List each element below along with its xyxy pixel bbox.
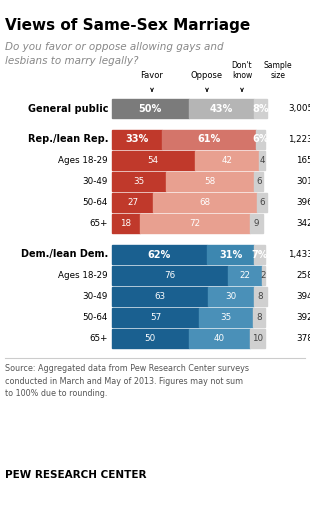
Bar bbox=[254, 172, 264, 191]
Text: 35: 35 bbox=[133, 177, 144, 186]
Bar bbox=[112, 308, 199, 327]
Text: 396: 396 bbox=[296, 198, 310, 207]
Bar bbox=[112, 214, 140, 233]
Bar bbox=[254, 287, 267, 306]
Text: General public: General public bbox=[28, 103, 108, 114]
Text: Sample
size: Sample size bbox=[264, 61, 292, 80]
Bar bbox=[112, 130, 162, 149]
Text: 378: 378 bbox=[296, 334, 310, 343]
Text: Views of Same-Sex Marriage: Views of Same-Sex Marriage bbox=[5, 18, 250, 33]
Text: 6%: 6% bbox=[252, 134, 269, 144]
Text: 10: 10 bbox=[252, 334, 263, 343]
Text: 50-64: 50-64 bbox=[83, 198, 108, 207]
Bar bbox=[140, 214, 250, 233]
Text: Oppose: Oppose bbox=[191, 71, 223, 80]
Text: Do you favor or oppose allowing gays and
lesbians to marry legally?: Do you favor or oppose allowing gays and… bbox=[5, 42, 224, 66]
Text: 58: 58 bbox=[204, 177, 215, 186]
Text: 8: 8 bbox=[256, 313, 262, 322]
Bar bbox=[112, 172, 166, 191]
Bar bbox=[254, 99, 267, 118]
Text: 7%: 7% bbox=[251, 249, 268, 260]
Text: 50%: 50% bbox=[139, 103, 162, 114]
Text: Ages 18-29: Ages 18-29 bbox=[58, 156, 108, 165]
Text: 50-64: 50-64 bbox=[83, 313, 108, 322]
Text: 76: 76 bbox=[165, 271, 176, 280]
Text: 1,433: 1,433 bbox=[288, 250, 310, 259]
Bar bbox=[195, 151, 259, 170]
Bar bbox=[188, 329, 250, 348]
Text: Source: Aggregated data from Pew Research Center surveys
conducted in March and : Source: Aggregated data from Pew Researc… bbox=[5, 364, 249, 398]
Bar bbox=[112, 329, 188, 348]
Text: 43%: 43% bbox=[210, 103, 233, 114]
Text: 1,223: 1,223 bbox=[288, 135, 310, 144]
Bar bbox=[188, 99, 254, 118]
Bar bbox=[250, 214, 264, 233]
Bar bbox=[166, 172, 254, 191]
Bar bbox=[112, 193, 153, 212]
Text: 61%: 61% bbox=[197, 134, 221, 144]
Bar bbox=[162, 130, 256, 149]
Text: Ages 18-29: Ages 18-29 bbox=[58, 271, 108, 280]
Text: 40: 40 bbox=[214, 334, 225, 343]
Bar bbox=[208, 287, 254, 306]
Text: 165: 165 bbox=[296, 156, 310, 165]
Text: 2: 2 bbox=[261, 271, 266, 280]
Text: 22: 22 bbox=[240, 271, 250, 280]
Bar bbox=[256, 130, 265, 149]
Bar bbox=[250, 329, 265, 348]
Text: Don't
know: Don't know bbox=[232, 61, 252, 80]
Text: 62%: 62% bbox=[148, 249, 171, 260]
Bar bbox=[112, 245, 207, 264]
Text: 3,005: 3,005 bbox=[288, 104, 310, 113]
Bar bbox=[112, 99, 188, 118]
Text: 63: 63 bbox=[155, 292, 166, 301]
Bar bbox=[253, 308, 265, 327]
Text: 27: 27 bbox=[127, 198, 138, 207]
Text: 57: 57 bbox=[150, 313, 161, 322]
Bar bbox=[112, 151, 195, 170]
Text: 18: 18 bbox=[120, 219, 131, 228]
Text: Favor: Favor bbox=[140, 71, 163, 80]
Bar bbox=[199, 308, 253, 327]
Text: Dem./lean Dem.: Dem./lean Dem. bbox=[21, 249, 108, 260]
Text: 65+: 65+ bbox=[90, 334, 108, 343]
Text: 4: 4 bbox=[259, 156, 265, 165]
Text: 30: 30 bbox=[226, 292, 237, 301]
Text: 35: 35 bbox=[220, 313, 232, 322]
Text: 342: 342 bbox=[296, 219, 310, 228]
Bar bbox=[259, 151, 265, 170]
Bar bbox=[257, 193, 267, 212]
Text: 68: 68 bbox=[200, 198, 211, 207]
Text: 31%: 31% bbox=[219, 249, 242, 260]
Text: 33%: 33% bbox=[126, 134, 149, 144]
Text: 65+: 65+ bbox=[90, 219, 108, 228]
Text: 30-49: 30-49 bbox=[83, 177, 108, 186]
Text: 394: 394 bbox=[296, 292, 310, 301]
Text: 392: 392 bbox=[296, 313, 310, 322]
Text: 301: 301 bbox=[296, 177, 310, 186]
Bar bbox=[228, 266, 262, 285]
Text: 8: 8 bbox=[258, 292, 263, 301]
Bar bbox=[207, 245, 254, 264]
Text: 6: 6 bbox=[259, 198, 265, 207]
Bar bbox=[153, 193, 257, 212]
Text: 258: 258 bbox=[296, 271, 310, 280]
Text: 30-49: 30-49 bbox=[83, 292, 108, 301]
Text: 9: 9 bbox=[254, 219, 259, 228]
Text: 54: 54 bbox=[148, 156, 159, 165]
Bar bbox=[262, 266, 265, 285]
Text: 6: 6 bbox=[256, 177, 262, 186]
Text: 8%: 8% bbox=[252, 103, 269, 114]
Text: 72: 72 bbox=[189, 219, 200, 228]
Text: 42: 42 bbox=[221, 156, 232, 165]
Bar bbox=[112, 266, 228, 285]
Text: 50: 50 bbox=[145, 334, 156, 343]
Bar bbox=[112, 287, 208, 306]
Text: Rep./lean Rep.: Rep./lean Rep. bbox=[28, 134, 108, 144]
Text: PEW RESEARCH CENTER: PEW RESEARCH CENTER bbox=[5, 470, 147, 480]
Bar bbox=[254, 245, 265, 264]
